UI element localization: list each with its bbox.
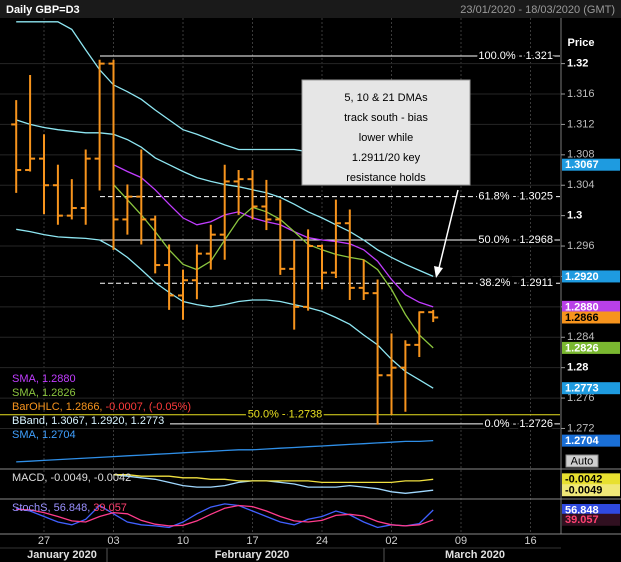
month-label: January 2020: [27, 549, 97, 561]
y-tick-label: 1.308: [567, 149, 595, 161]
y-axis-label: Price: [568, 37, 595, 49]
line-series: [113, 474, 434, 484]
line-series: [113, 184, 434, 349]
price-tag: [562, 300, 620, 313]
auto-button-box[interactable]: [565, 454, 599, 468]
legend-text: SMA, 1.2704: [12, 429, 76, 441]
legend-text: StochS, 56.848,: [12, 502, 90, 514]
auto-button[interactable]: Auto: [565, 454, 599, 468]
x-tick-label: 10: [177, 535, 189, 547]
legend-entry: MACD, -0.0049, -0.0042: [12, 472, 131, 484]
annotation-arrow: [438, 189, 459, 269]
x-tick-label: 02: [385, 535, 397, 547]
x-tick-label: 03: [107, 535, 119, 547]
legend-text: 39.057: [93, 502, 127, 514]
level-label: 100.0% - 1.321: [478, 50, 553, 62]
x-tick-label: 09: [455, 535, 467, 547]
level-label: 50.0% - 1.2968: [478, 234, 553, 246]
price-tag: [562, 158, 620, 171]
line-series: [113, 164, 434, 308]
price-tag-label: 1.3067: [565, 159, 599, 171]
price-tag: [562, 382, 620, 395]
y-tick-label: 1.276: [567, 392, 595, 404]
price-tag-label: 1.2826: [565, 342, 599, 354]
price-tag-label: 1.2880: [565, 301, 599, 313]
price-tag: [562, 473, 620, 486]
annotation-arrowhead: [434, 266, 443, 278]
annotation: 5, 10 & 21 DMAs track south - bias lower w…: [301, 79, 471, 278]
legend-entry: BBand, 1.3067, 1.2920, 1.2773: [12, 415, 164, 427]
price-tag-label: 1.2920: [565, 271, 599, 283]
chart-subtitle: 23/01/2020 - 18/03/2020 (GMT): [460, 4, 615, 16]
y-tick-label: 1.28: [567, 362, 588, 374]
annotation-text: track south - bias: [344, 112, 428, 124]
x-tick-label: 16: [524, 535, 536, 547]
legend-entry: StochS, 56.848, 39.057: [12, 502, 127, 514]
price-tag-label: -0.0042: [565, 474, 602, 486]
y-tick-label: 1.296: [567, 240, 595, 252]
legend-text: SMA, 1.2826: [12, 387, 76, 399]
price-tag-label: 1.2773: [565, 383, 599, 395]
legend-entry: SMA, 1.2704: [12, 429, 76, 441]
price-tag: [562, 434, 620, 447]
price-tag-label: 39.057: [565, 514, 599, 526]
price-tag: [562, 341, 620, 354]
y-tick-label: 1.32: [567, 58, 588, 70]
legend-entry: SMA, 1.2880: [12, 373, 76, 385]
legend-entry: BarOHLC, 1.2866, -0.0007, (-0.05%): [12, 401, 191, 413]
line-series: [113, 474, 434, 494]
price-tag: [562, 513, 620, 526]
price-tag: [562, 311, 620, 324]
level-label: 0.0% - 1.2726: [485, 418, 554, 430]
annotation-box: [301, 79, 471, 186]
legend-entry: SMA, 1.2826: [12, 387, 76, 399]
annotation-text: resistance holds: [346, 172, 426, 184]
axis: 27 03 10 17 24 02 09 16 January 2020 February 202…: [27, 58, 620, 561]
month-label: March 2020: [445, 549, 505, 561]
legend-text: SMA, 1.2880: [12, 373, 76, 385]
y-tick-label: 1.312: [567, 118, 595, 130]
month-label: February 2020: [215, 549, 290, 561]
line-series: [16, 504, 434, 527]
y-tick-label: 1.272: [567, 422, 595, 434]
chart-title: Daily GBP=D3: [6, 4, 80, 16]
plot: 100.0% - 1.321 61.8% - 1.3025 50.0% - 1.29…: [0, 21, 560, 529]
line-series: [16, 439, 434, 463]
y-tick-label: 1.3: [567, 210, 582, 222]
price-tag: [562, 503, 620, 516]
level-label: 50.0% - 1.2738: [248, 409, 323, 421]
price-tag-label: 56.848: [565, 504, 599, 516]
legend-text: -0.0007, (-0.05%): [106, 401, 192, 413]
annotation-text: lower while: [359, 132, 413, 144]
price-tag: [562, 484, 620, 497]
price-tag-label: 1.2704: [565, 435, 600, 447]
x-tick-label: 27: [38, 535, 50, 547]
level-label: 38.2% - 1.2911: [479, 277, 553, 289]
legend-text: MACD, -0.0049, -0.0042: [12, 472, 131, 484]
y-tick-label: 1.316: [567, 88, 595, 100]
x-tick-label: 17: [246, 535, 258, 547]
y-tick-label: 1.304: [567, 179, 595, 191]
legend-text: BBand, 1.3067, 1.2920, 1.2773: [12, 415, 164, 427]
header-bar: [0, 0, 621, 18]
annotation-text: 5, 10 & 21 DMAs: [344, 92, 428, 104]
legend-text: BarOHLC, 1.2866,: [12, 401, 103, 413]
line-series: [16, 228, 434, 389]
annotation-text: 1.2911/20 key: [352, 152, 421, 164]
line-series: [16, 503, 434, 529]
y-tick-label: 1.284: [567, 331, 595, 343]
price-tag-label: 1.2866: [565, 312, 599, 324]
price-tag: [562, 270, 620, 283]
x-tick-label: 24: [316, 535, 328, 547]
level-label: 61.8% - 1.3025: [478, 191, 553, 203]
auto-button-label[interactable]: Auto: [571, 455, 594, 467]
price-tag-label: -0.0049: [565, 485, 602, 497]
